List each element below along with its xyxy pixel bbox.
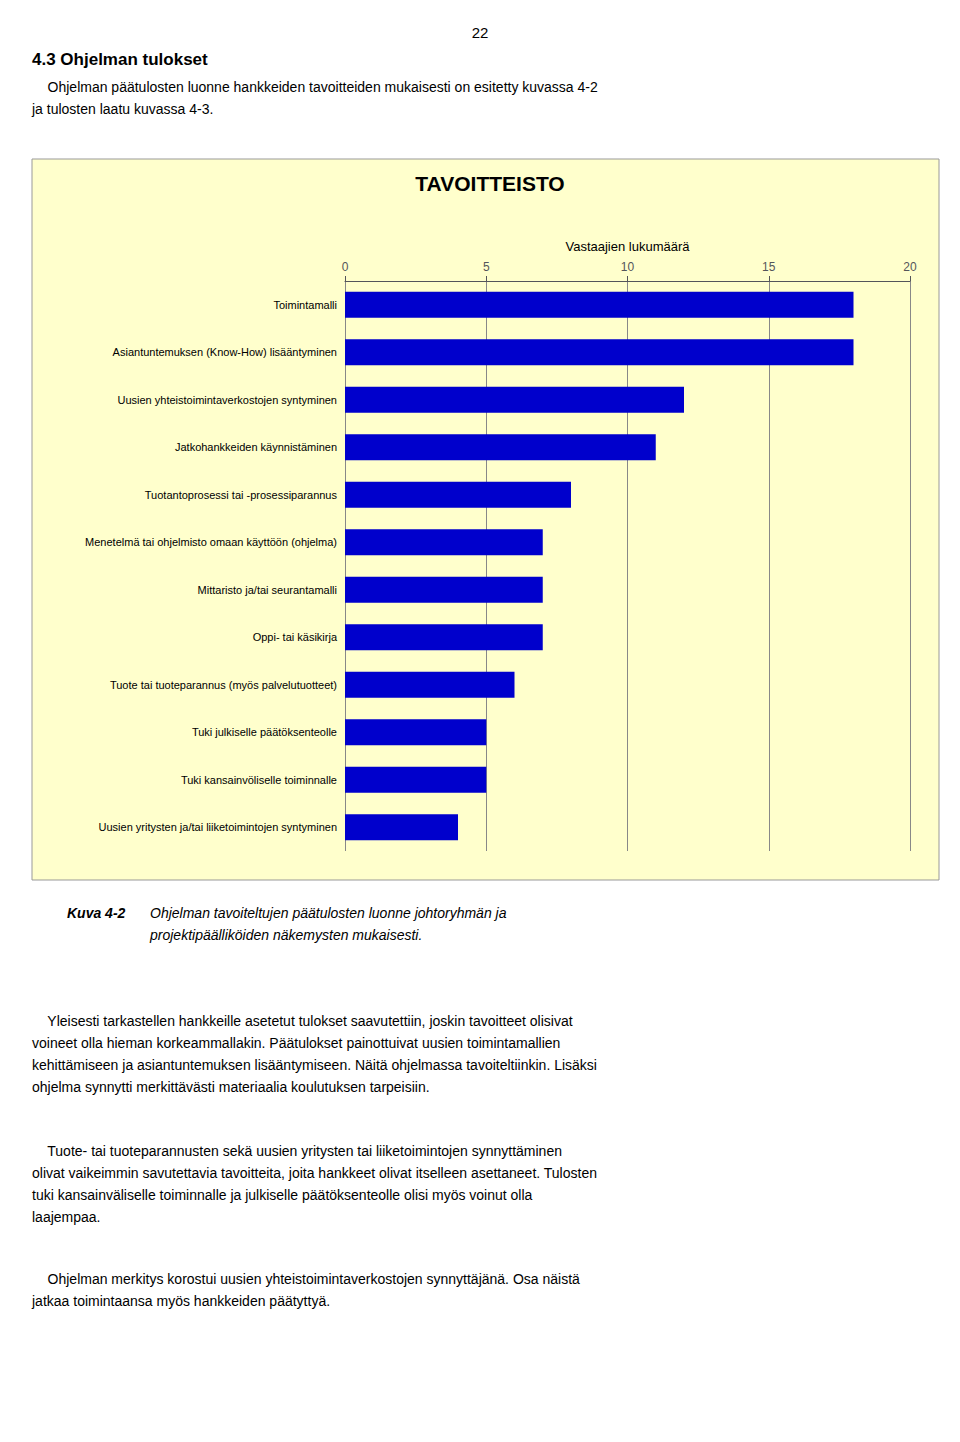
svg-text:tuki kansainväliselle toiminna: tuki kansainväliselle toiminnalle ja jul… xyxy=(32,1187,533,1203)
svg-text:TAVOITTEISTO: TAVOITTEISTO xyxy=(415,172,564,195)
svg-text:Tuotantoprosessi tai -prosessi: Tuotantoprosessi tai -prosessiparannus xyxy=(145,489,338,501)
svg-text:Uusien yritysten ja/tai liiket: Uusien yritysten ja/tai liiketoimintojen… xyxy=(99,821,337,833)
svg-text:Jatkohankkeiden käynnistäminen: Jatkohankkeiden käynnistäminen xyxy=(175,441,337,453)
svg-text:Kuva 4-2: Kuva 4-2 xyxy=(67,905,126,921)
svg-text:Mittaristo ja/tai seurantamall: Mittaristo ja/tai seurantamalli xyxy=(198,584,337,596)
svg-text:laajempaa.: laajempaa. xyxy=(32,1209,101,1225)
svg-text:Tuki julkiselle päätöksenteoll: Tuki julkiselle päätöksenteolle xyxy=(192,726,337,738)
svg-text:jatkaa toimintaansa myös hankk: jatkaa toimintaansa myös hankkeiden päät… xyxy=(31,1293,330,1309)
svg-text:Oppi- tai käsikirja: Oppi- tai käsikirja xyxy=(253,631,338,643)
svg-text:Tuote tai tuoteparannus (myös: Tuote tai tuoteparannus (myös palvelutuo… xyxy=(110,679,337,691)
svg-text:projektipäälliköiden näkemyste: projektipäälliköiden näkemysten mukaises… xyxy=(149,927,422,943)
svg-text:Menetelmä tai ohjelmisto omaan: Menetelmä tai ohjelmisto omaan käyttöön … xyxy=(85,536,337,548)
svg-text:Toimintamalli: Toimintamalli xyxy=(273,299,337,311)
svg-text:Ohjelman päätulosten luonne ha: Ohjelman päätulosten luonne hankkeiden t… xyxy=(32,79,598,95)
svg-text:Uusien yhteistoimintaverkostoj: Uusien yhteistoimintaverkostojen syntymi… xyxy=(118,394,338,406)
svg-text:4.3 Ohjelman tulokset: 4.3 Ohjelman tulokset xyxy=(32,50,208,69)
svg-text:kehittämiseen ja asiantuntemuk: kehittämiseen ja asiantuntemuksen lisään… xyxy=(32,1057,597,1073)
svg-text:ja tulosten laatu kuvassa 4-3.: ja tulosten laatu kuvassa 4-3. xyxy=(31,101,213,117)
svg-text:Tuote- tai tuoteparannusten se: Tuote- tai tuoteparannusten sekä uusien … xyxy=(32,1143,562,1159)
svg-text:voineet olla hieman korkeammal: voineet olla hieman korkeammallakin. Pää… xyxy=(32,1035,560,1051)
svg-text:Ohjelman merkitys korostui uus: Ohjelman merkitys korostui uusien yhteis… xyxy=(32,1271,580,1287)
svg-text:Ohjelman tavoiteltujen päätulo: Ohjelman tavoiteltujen päätulosten luonn… xyxy=(150,905,507,921)
svg-text:15: 15 xyxy=(762,260,776,274)
svg-text:Yleisesti tarkastellen hankkei: Yleisesti tarkastellen hankkeille asetet… xyxy=(32,1013,573,1029)
svg-text:0: 0 xyxy=(342,260,349,274)
svg-text:ohjelma synnytti merkittävästi: ohjelma synnytti merkittävästi materiaal… xyxy=(32,1079,430,1095)
svg-text:20: 20 xyxy=(903,260,917,274)
svg-text:10: 10 xyxy=(621,260,635,274)
svg-text:22: 22 xyxy=(472,24,489,41)
svg-text:5: 5 xyxy=(483,260,490,274)
svg-text:olivat vaikeimmin savutettavia: olivat vaikeimmin savutettavia tavoittei… xyxy=(32,1165,597,1181)
svg-text:Asiantuntemuksen (Know-How) li: Asiantuntemuksen (Know-How) lisääntymine… xyxy=(113,346,337,358)
svg-text:Vastaajien lukumäärä: Vastaajien lukumäärä xyxy=(565,239,690,254)
svg-text:Tuki kansainvöliselle toiminna: Tuki kansainvöliselle toiminnalle xyxy=(181,774,337,786)
